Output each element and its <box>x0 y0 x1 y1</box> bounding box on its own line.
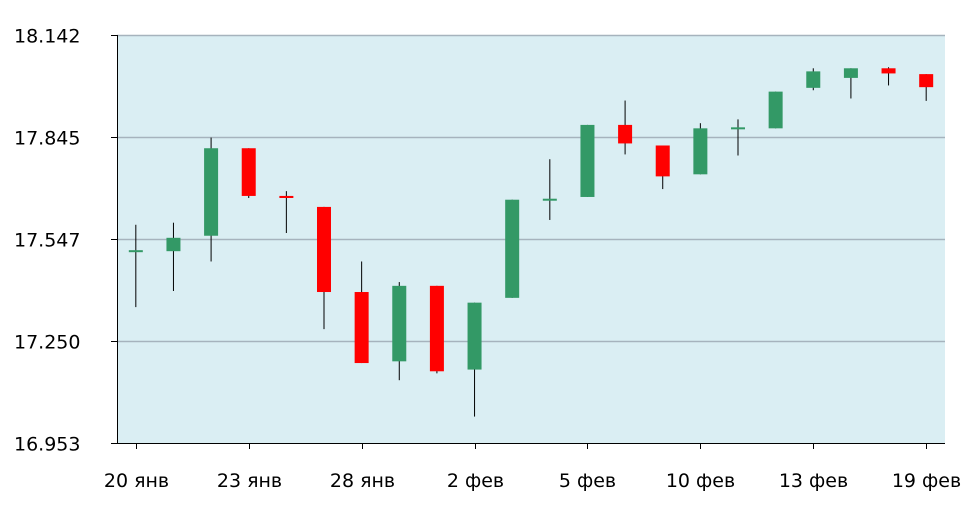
candle <box>618 100 633 155</box>
candles <box>128 67 934 417</box>
x-tick-label: 5 фев <box>559 470 616 492</box>
candle <box>655 145 670 190</box>
candle-body <box>317 206 331 293</box>
candle <box>317 206 331 330</box>
candle <box>354 261 369 364</box>
candle-body <box>580 124 595 197</box>
candle <box>843 68 858 99</box>
candle <box>768 91 783 129</box>
x-tick-label: 13 фев <box>779 470 848 492</box>
y-tick-label: 16.953 <box>14 434 80 456</box>
candle <box>392 282 407 381</box>
candle-body <box>204 148 219 236</box>
axes <box>111 35 945 449</box>
candle-body <box>655 145 670 177</box>
candle <box>881 67 896 86</box>
candle <box>241 148 256 198</box>
candle-body <box>919 74 934 88</box>
x-tick-label: 28 янв <box>330 470 395 492</box>
candle-body <box>429 285 444 372</box>
candle-body <box>768 91 783 129</box>
candle-body <box>731 127 745 130</box>
gridlines <box>117 34 945 343</box>
candle <box>542 159 557 220</box>
candle <box>204 137 219 262</box>
candle <box>693 123 708 175</box>
candle <box>467 302 482 417</box>
candle-body <box>354 292 369 364</box>
candle-body <box>128 250 143 253</box>
candle <box>128 224 143 308</box>
candle <box>279 191 294 233</box>
x-tick-label: 10 фев <box>666 470 735 492</box>
candle-body <box>618 124 633 144</box>
candle <box>580 124 595 197</box>
candle <box>806 68 821 91</box>
candle <box>429 285 444 374</box>
x-tick-label: 2 фев <box>447 470 504 492</box>
candle-body <box>806 71 821 88</box>
candle-body <box>505 199 520 298</box>
candle-body <box>693 128 708 175</box>
candle-body <box>881 68 896 74</box>
candle-body <box>843 68 858 78</box>
candle <box>919 74 934 101</box>
y-tick-label: 18.142 <box>14 26 80 48</box>
x-tick-label: 20 янв <box>104 470 169 492</box>
y-tick-label: 17.547 <box>14 230 80 252</box>
candle-body <box>241 148 256 196</box>
candle-body <box>279 195 294 198</box>
y-tick-label: 17.845 <box>14 128 80 150</box>
candle-body <box>166 237 181 252</box>
y-tick-label: 17.250 <box>14 332 80 354</box>
candle <box>166 222 181 291</box>
x-tick-label: 19 фев <box>892 470 961 492</box>
candle <box>505 199 520 298</box>
candle-body <box>542 198 557 201</box>
x-tick-label: 23 янв <box>217 470 282 492</box>
x-tick-labels: 20 янв 23 янв 28 янв 2 фев 5 фев 10 фев 13 фев… <box>104 470 961 492</box>
candle <box>731 119 745 156</box>
y-tick-labels: 18.142 17.845 17.547 17.250 16.953 <box>14 26 80 456</box>
candle-body <box>392 285 407 362</box>
candle-body <box>467 302 482 370</box>
